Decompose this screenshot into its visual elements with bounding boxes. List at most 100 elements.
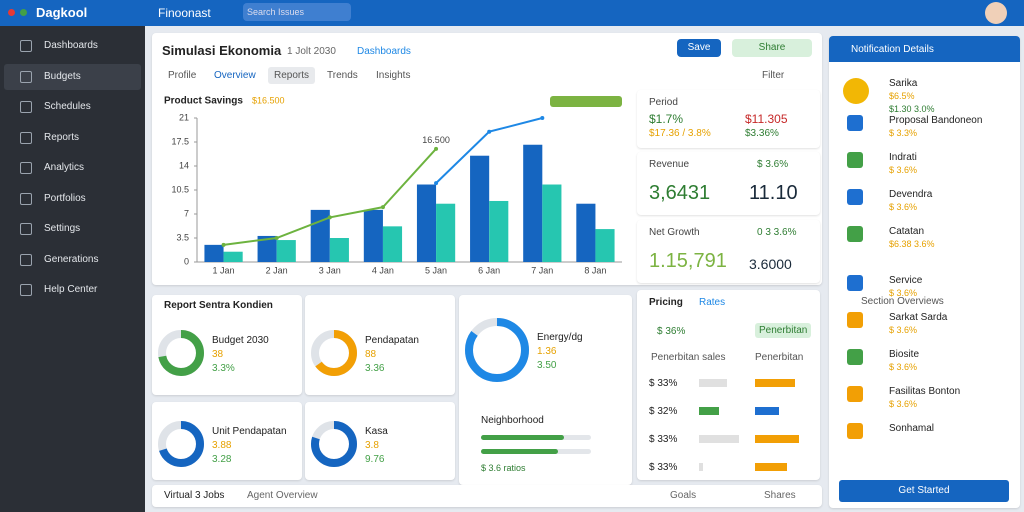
x-tick-label: 2 Jan [266, 265, 288, 275]
tab[interactable]: Trends [327, 70, 358, 81]
item-icon [847, 275, 863, 291]
kpi-tag: 0 3 3.6% [757, 227, 797, 238]
footer-mid[interactable]: Agent Overview [247, 490, 318, 501]
notifications: Notification Details Get Started Sarika $… [829, 36, 1020, 508]
chart: Product Savings $16.500 0 3.5 7 10.5 14 17.5 2… [164, 95, 622, 275]
x-tick-label: 5 Jan [425, 265, 447, 275]
bar [223, 251, 243, 262]
y-tick-label: 7 [184, 208, 189, 218]
nav-item[interactable]: Reports [44, 131, 80, 143]
item-value: $6.38 3.6% [889, 239, 935, 249]
line [435, 117, 543, 184]
chart-title: Product Savings [164, 96, 243, 107]
button[interactable]: Save [677, 39, 721, 57]
item-value: $ 3.6% [889, 165, 918, 175]
x-tick-label: 8 Jan [584, 265, 606, 275]
pricing-top: $ 36% [657, 326, 686, 337]
bar [595, 229, 615, 262]
icon [20, 70, 32, 83]
item-value: $ 3.6% [889, 288, 918, 298]
donut [158, 330, 204, 376]
donut-card: Pendapatan 88 3.36 [305, 295, 455, 395]
bar [416, 184, 437, 262]
kpi-big: 3.6000 [749, 256, 792, 272]
row-label: $ 32% [649, 406, 678, 417]
donut-value: 88 [365, 349, 377, 360]
bar [576, 203, 596, 262]
bar [329, 238, 349, 262]
annotation: 16.500 [422, 135, 450, 145]
nav-item[interactable]: Portfolios [44, 192, 86, 204]
button[interactable]: Share [732, 39, 812, 57]
donut-card: Kasa 3.8 9.76 [305, 402, 455, 480]
item-value: $ 3.6% [889, 202, 918, 212]
donut-card: Unit Pendapatan 3.88 3.28 [152, 402, 302, 480]
report-title: Report Sentra Kondien [164, 300, 273, 311]
donut-label: Budget 2030 [212, 335, 269, 346]
row-bar [755, 379, 795, 387]
row-bar [699, 463, 703, 471]
nav-item[interactable]: Analytics [44, 162, 85, 173]
nav-item[interactable]: Generations [44, 253, 99, 265]
y-tick-label: 10.5 [171, 184, 189, 194]
row-label: $ 33% [649, 378, 678, 389]
donut-arc [465, 318, 529, 382]
item-title: Sonhamal [889, 423, 935, 434]
bar [257, 235, 277, 262]
footer-right[interactable]: Shares [764, 490, 796, 501]
tab[interactable]: Overview [214, 70, 256, 81]
footer-right[interactable]: Goals [670, 490, 697, 501]
tab[interactable]: Insights [376, 70, 411, 81]
donut [465, 318, 529, 382]
donut-card: Energy/dg 1.36 3.50 Neighborhood $ 3.6 ratio… [459, 295, 632, 485]
link[interactable]: Dashboards [357, 46, 411, 57]
kpi-value: $1.7% [649, 112, 684, 126]
donut-value: 1.36 [537, 346, 557, 357]
logo: Dagkool [36, 5, 88, 20]
avatar[interactable] [985, 2, 1007, 24]
donut-value: 38 [212, 349, 224, 360]
bar [204, 244, 224, 262]
pricing-top: Penerbitan [755, 323, 812, 338]
tab[interactable]: Profile [168, 70, 197, 81]
y-tick-label: 14 [179, 160, 189, 170]
nav-item[interactable]: Dashboards [44, 40, 98, 51]
donut-label: Kasa [365, 426, 388, 437]
y-tick-label: 0 [184, 256, 189, 266]
icon [20, 40, 32, 52]
item-icon [847, 312, 863, 328]
legend-bar [550, 96, 622, 107]
button[interactable]: Get Started [839, 480, 1009, 502]
nav-item[interactable]: Budgets [44, 70, 81, 82]
x-tick-label: 4 Jan [372, 265, 394, 275]
kpi-card: Period $1.7% $11.305 $17.36 / 3.8% $3.36% [637, 90, 820, 148]
row-bar [699, 435, 739, 443]
item-icon [843, 78, 869, 104]
sidebar: Dashboards Budgets Schedules Reports Analyti… [0, 26, 145, 512]
nav-item[interactable]: Settings [44, 223, 81, 234]
item-title: Fasilitas Bonton [889, 386, 961, 397]
search[interactable]: Search Issues [243, 3, 351, 21]
section-title: Section Overviews [861, 296, 944, 307]
neighborhood-title: Neighborhood [481, 415, 544, 426]
nav-item[interactable]: Schedules [44, 101, 91, 112]
tab[interactable]: Finoonast [158, 6, 211, 20]
icon [20, 162, 32, 174]
active-item [4, 63, 141, 90]
tab[interactable]: Reports [268, 67, 316, 84]
kpi-big: 11.10 [749, 182, 798, 204]
donut-label: Pendapatan [365, 335, 419, 346]
badge: $16.500 [252, 95, 285, 105]
kpi-label: Net Growth [649, 227, 700, 238]
nav-item[interactable]: Help Center [44, 284, 98, 295]
donut-pct: 3.3% [212, 363, 235, 374]
donut-arc [311, 421, 357, 467]
progress-bar [481, 435, 564, 440]
donut-pct: 9.76 [365, 454, 385, 465]
bar [489, 200, 509, 262]
donut-label: Unit Pendapatan [212, 426, 287, 437]
filter[interactable]: Filter [762, 70, 785, 81]
y-tick-label: 17.5 [171, 136, 189, 146]
pricing-title: Pricing [649, 297, 683, 308]
item-title: Catatan [889, 226, 925, 237]
